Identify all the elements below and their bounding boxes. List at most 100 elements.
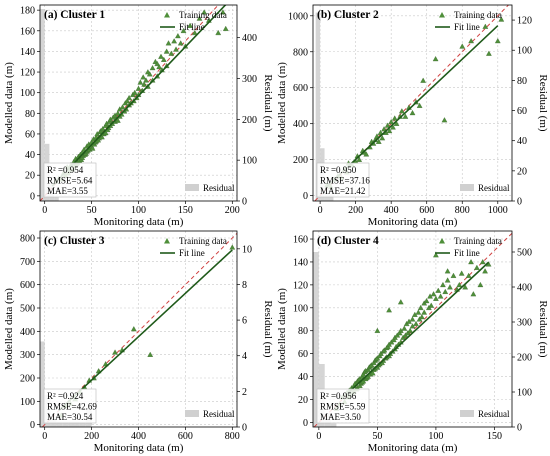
stats-line-1: R² =0.924 — [47, 391, 84, 401]
data-point — [419, 314, 425, 320]
data-point — [407, 327, 414, 333]
data-point — [468, 38, 474, 44]
fit-line — [324, 25, 499, 189]
data-point — [459, 43, 466, 49]
residual-bar — [68, 421, 75, 427]
stats-line-3: MAE=21.42 — [320, 186, 365, 196]
stats-line-1: R² =0.950 — [320, 165, 357, 175]
data-point — [444, 268, 451, 274]
data-point — [135, 85, 142, 91]
y-tick-label: 700 — [20, 257, 35, 268]
data-point — [163, 48, 170, 54]
stats-line-1: R² =0.954 — [47, 165, 84, 175]
data-point — [401, 325, 408, 331]
data-point — [124, 98, 131, 104]
y2-tick-label: 2 — [242, 387, 247, 398]
stats-line-3: MAE=30.54 — [47, 412, 93, 422]
data-point — [158, 53, 164, 59]
data-point — [154, 60, 161, 67]
x-tick-label: 400 — [131, 431, 146, 442]
y-tick-label: 40 — [25, 150, 35, 161]
data-point — [416, 102, 423, 108]
y2-tick-label: 500 — [517, 248, 532, 259]
data-point — [160, 56, 167, 62]
y2-axis-label: Residual (m) — [262, 300, 274, 357]
x-tick-label: 0 — [316, 431, 321, 442]
data-point — [477, 281, 484, 288]
x-tick-label: 1000 — [488, 205, 508, 216]
y2-tick-label: 100 — [242, 156, 257, 167]
data-point — [468, 259, 474, 265]
data-point — [482, 268, 488, 274]
y2-tick-label: 200 — [242, 115, 257, 126]
data-point — [187, 22, 193, 28]
data-point — [140, 74, 147, 80]
data-point — [415, 309, 422, 315]
x-tick-label: 800 — [455, 205, 470, 216]
y-tick-label: 100 — [20, 397, 35, 408]
data-point — [89, 145, 96, 151]
y-tick-label: 500 — [20, 304, 35, 315]
stats-line-3: MAE=3.50 — [320, 412, 361, 422]
y2-axis-label: Residual (m) — [537, 300, 549, 357]
y-tick-label: 1000 — [288, 11, 308, 22]
x-tick-label: 200 — [348, 205, 363, 216]
residual-bar — [328, 194, 334, 201]
y-tick-label: 200 — [293, 155, 308, 166]
data-point — [474, 264, 480, 270]
panel-title: (d) Cluster 4 — [317, 235, 379, 247]
data-point — [440, 281, 446, 288]
data-point — [146, 71, 153, 77]
y2-tick-label: 20 — [517, 166, 527, 177]
legend-label-fit: Fit line — [179, 22, 205, 32]
panel-4: 0 50 100 150 0 20 40 60 80 100 120 140 160 0 100 200 300… — [276, 230, 549, 454]
y-tick-label: 20 — [298, 395, 308, 406]
y-tick-label: 400 — [20, 327, 35, 338]
y-tick-label: 60 — [25, 129, 35, 140]
stats-line-2: RMSE=5.64 — [47, 176, 93, 186]
y2-tick-label: 120 — [517, 16, 532, 27]
data-point — [374, 327, 381, 333]
x-tick-label: 600 — [178, 431, 193, 442]
data-point — [177, 40, 184, 46]
x-axis-label: Monitoring data (m) — [94, 442, 184, 454]
legend-marker-training — [439, 238, 445, 244]
stats-line-3: MAE=3.55 — [47, 186, 88, 196]
y-tick-label: 140 — [20, 47, 35, 58]
fit-line — [341, 261, 490, 399]
y-tick-label: 100 — [293, 303, 308, 314]
y2-tick-label: 400 — [242, 33, 257, 44]
y2-tick-label: 8 — [242, 280, 247, 291]
residual-bar — [330, 423, 337, 427]
x-tick-label: 50 — [87, 205, 97, 216]
y-tick-label: 80 — [298, 326, 308, 337]
y2-axis-label: Residual (m) — [537, 74, 549, 131]
x-tick-label: 800 — [225, 431, 240, 442]
data-point — [99, 134, 105, 140]
data-point — [494, 38, 501, 44]
data-point — [112, 349, 118, 355]
residual-legend-label: Residual — [203, 183, 235, 193]
residual-bar — [54, 196, 59, 201]
y2-tick-label: 4 — [242, 351, 247, 362]
y-tick-label: 180 — [20, 6, 35, 17]
data-point — [458, 270, 465, 276]
y-tick-label: 400 — [293, 119, 308, 130]
y-tick-label: 800 — [293, 47, 308, 58]
data-point — [479, 259, 486, 265]
data-point — [391, 115, 398, 121]
y2-tick-label: 100 — [517, 388, 532, 399]
data-point — [131, 89, 138, 95]
y-tick-label: 200 — [20, 374, 35, 385]
legend-label-training: Training data — [179, 10, 227, 20]
residual-legend-label: Residual — [478, 183, 510, 193]
y2-axis-label: Residual (m) — [262, 74, 274, 131]
panel-2: 0 200 400 600 800 1000 0 200 400 600 800 1000 0 20 40 6… — [276, 4, 549, 228]
data-point — [379, 135, 386, 141]
y2-tick-label: 300 — [517, 318, 532, 329]
stats-box — [43, 388, 97, 424]
data-point — [143, 77, 149, 83]
data-point — [450, 272, 457, 278]
x-tick-label: 600 — [419, 205, 434, 216]
